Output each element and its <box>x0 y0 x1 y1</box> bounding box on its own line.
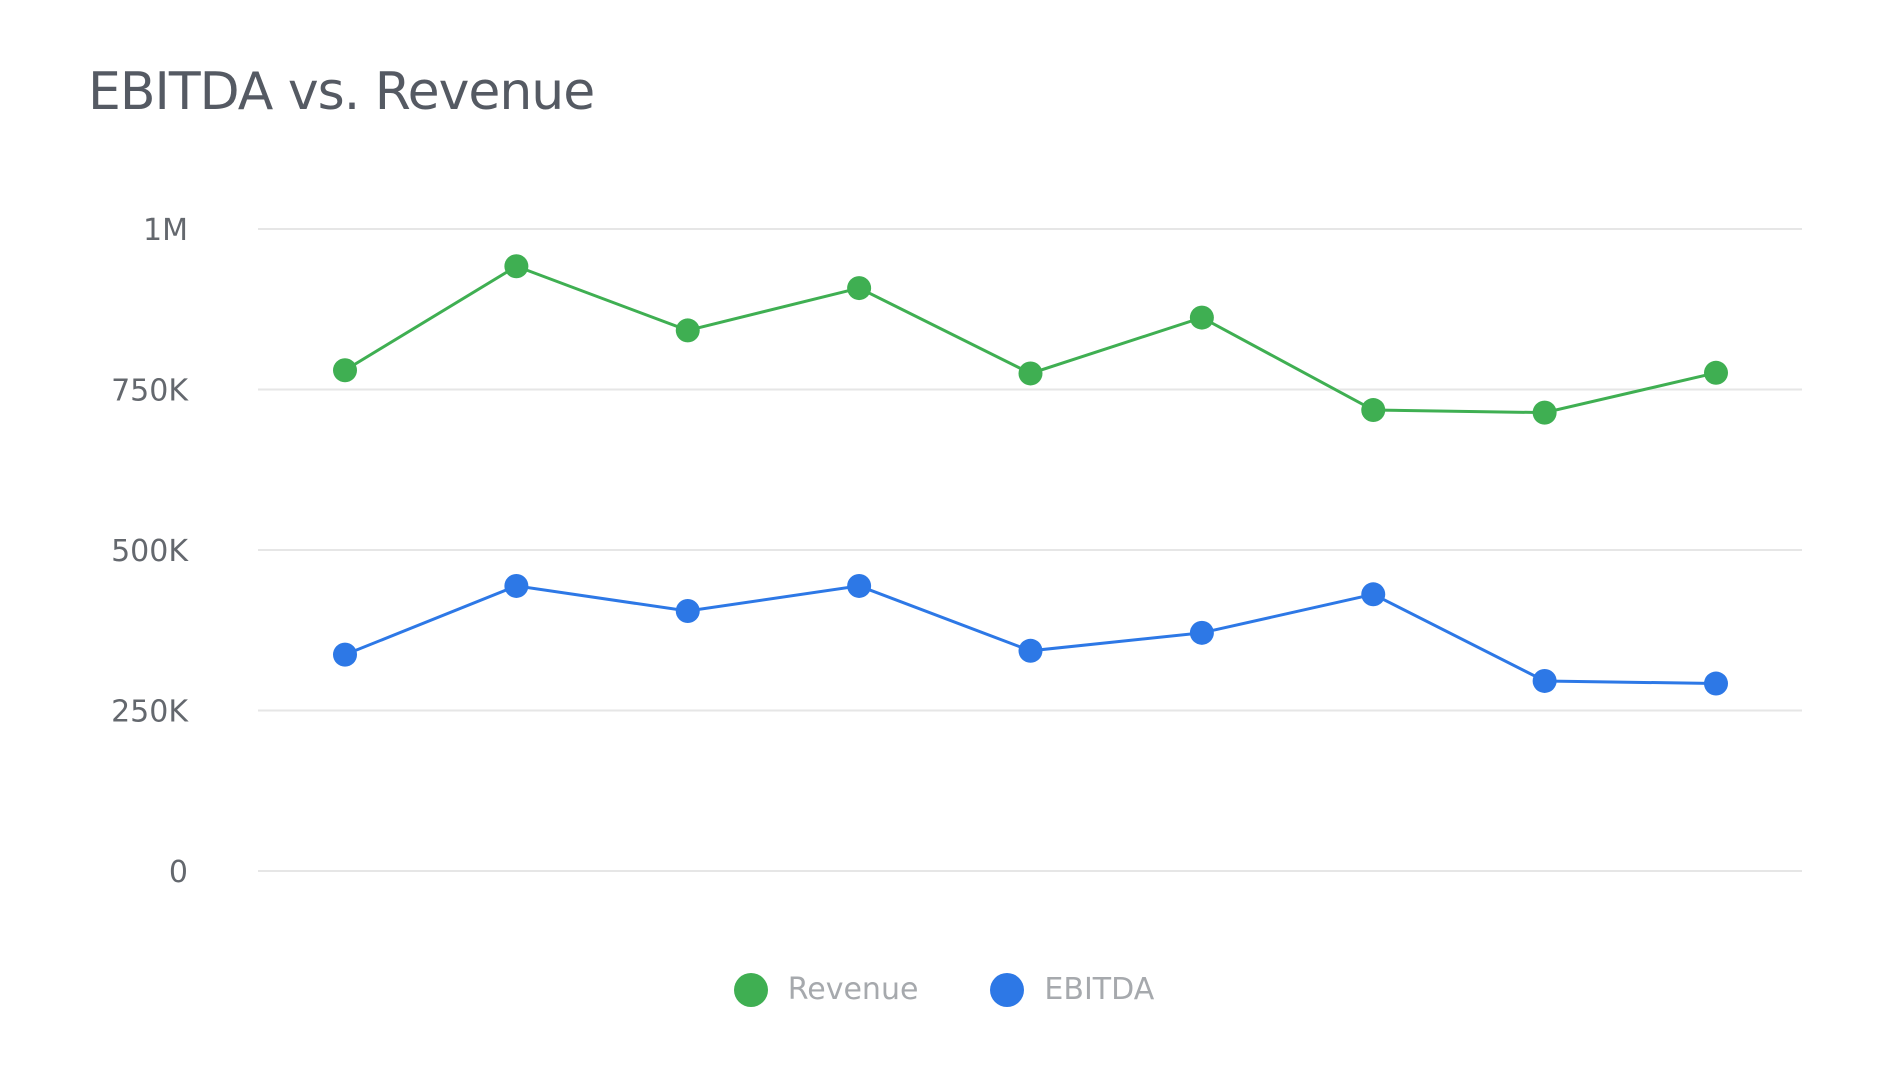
revenue-dot-icon <box>733 972 768 1007</box>
data-point[interactable] <box>504 254 529 279</box>
data-point[interactable] <box>1704 671 1728 696</box>
series-line <box>344 264 1717 415</box>
ebitda-dot-icon <box>990 972 1025 1007</box>
data-point[interactable] <box>333 642 357 667</box>
y-tick-label: 250K <box>111 695 189 730</box>
y-tick-label: 1M <box>143 213 188 248</box>
series-line <box>344 584 1717 686</box>
data-point[interactable] <box>1189 620 1214 645</box>
legend-label: EBITDA <box>1044 972 1155 1007</box>
legend: Revenue EBITDA <box>0 972 1888 1007</box>
data-point[interactable] <box>847 573 872 598</box>
data-point[interactable] <box>1361 398 1386 423</box>
data-point[interactable] <box>333 358 357 383</box>
data-point[interactable] <box>1361 582 1386 607</box>
y-tick-label: 750K <box>111 374 189 409</box>
data-point[interactable] <box>1704 360 1728 385</box>
data-point[interactable] <box>1018 638 1043 663</box>
series-group <box>333 254 1728 696</box>
gridlines <box>258 228 1802 872</box>
y-tick-label: 0 <box>169 855 188 890</box>
data-point[interactable] <box>1018 361 1043 386</box>
data-point[interactable] <box>1189 305 1214 330</box>
chart-title: EBITDA vs. Revenue <box>88 62 595 122</box>
data-point[interactable] <box>675 318 700 343</box>
legend-item-revenue[interactable]: Revenue <box>733 972 919 1007</box>
legend-label: Revenue <box>787 972 919 1007</box>
series-revenue <box>333 254 1728 425</box>
data-point[interactable] <box>847 276 872 301</box>
data-point[interactable] <box>675 598 700 623</box>
data-point[interactable] <box>504 573 529 598</box>
series-ebitda <box>333 573 1728 696</box>
y-tick-label: 500K <box>111 534 189 569</box>
legend-item-ebitda[interactable]: EBITDA <box>990 972 1154 1007</box>
data-point[interactable] <box>1532 668 1557 693</box>
y-axis-labels: 0 250K 500K 750K 1M <box>111 213 189 890</box>
data-point[interactable] <box>1532 400 1557 425</box>
